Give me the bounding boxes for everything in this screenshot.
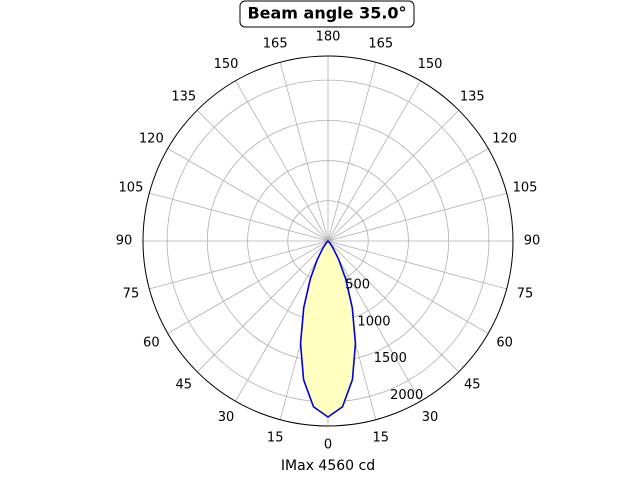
theta-tick-label: 45 [464,378,481,393]
theta-tick-label: 180 [316,30,341,45]
r-tick-label: 500 [345,278,370,293]
theta-tick-label: 60 [496,336,513,351]
beam-area [300,241,356,417]
theta-grid-line [327,148,489,242]
beam-line [299,240,357,418]
theta-tick-label: 45 [175,378,192,393]
theta-grid-line [235,240,329,402]
r-tick-label: 2000 [390,388,423,403]
theta-grid-line [327,240,421,402]
theta-grid-line [235,80,329,242]
theta-tick-label: 150 [214,57,239,72]
r-tick-label: 1500 [374,351,407,366]
x-axis-label: IMax 4560 cd [281,458,375,474]
theta-tick-label: 105 [119,181,144,196]
theta-grid-line [196,240,329,373]
theta-tick-label: 165 [263,36,288,51]
chart-title: Beam angle 35.0° [247,4,406,23]
theta-tick-label: 120 [492,132,517,147]
theta-grid-line [327,240,489,334]
theta-tick-label: 120 [139,132,164,147]
theta-tick-label: 150 [418,57,443,72]
theta-tick-label: 165 [368,36,393,51]
theta-grid-line [327,62,377,242]
outer-circle [142,55,514,427]
theta-tick-label: 90 [524,234,541,249]
theta-tick-label: 135 [171,89,196,104]
theta-tick-label: 30 [218,410,235,425]
theta-grid-line [327,80,421,242]
theta-grid-line [327,240,460,373]
theta-grid-line [167,240,329,334]
theta-grid-line [167,148,329,242]
theta-tick-label: 105 [513,181,538,196]
theta-grid-line [196,109,329,242]
r-tick-label: 1000 [357,314,390,329]
theta-grid-line [327,109,460,242]
theta-grid-line [149,240,329,290]
theta-tick-label: 30 [422,410,439,425]
theta-tick-label: 15 [267,431,284,446]
title-box [239,0,415,28]
theta-tick-label: 90 [116,234,133,249]
theta-grid-line [279,62,329,242]
theta-grid-line [149,192,329,242]
theta-grid-line [327,192,507,242]
theta-tick-label: 60 [143,336,160,351]
theta-grid-line [327,240,507,290]
theta-tick-label: 0 [324,438,332,453]
theta-tick-label: 75 [517,286,534,301]
theta-tick-label: 135 [460,89,485,104]
theta-tick-label: 15 [373,431,390,446]
theta-tick-label: 75 [123,286,140,301]
